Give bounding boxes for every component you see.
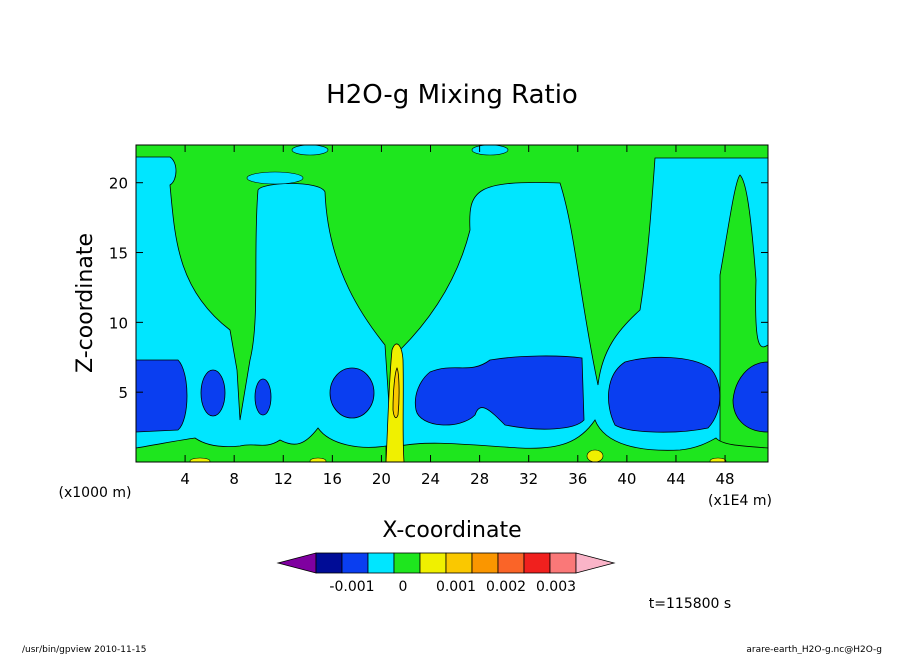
x-axis-ticks: 4 8 12 16 20 24 28 32 36 40 44 48 — [180, 145, 735, 488]
contour-field — [136, 145, 768, 462]
blue-cell-7 — [732, 361, 768, 433]
yellow-blob — [309, 457, 327, 462]
colorbar-tick-label: 0.003 — [536, 579, 576, 595]
colorbar-tick-label: 0 — [399, 579, 408, 595]
y-axis-title: Z-coordinate — [73, 233, 98, 373]
colorbar-segment — [419, 552, 447, 574]
x-tick-label: 12 — [274, 470, 293, 488]
colorbar-segment — [523, 552, 551, 574]
yellow-blob — [586, 449, 604, 462]
colorbar: -0.001 0 0.001 0.002 0.003 — [276, 552, 616, 595]
blue-cell-6 — [608, 356, 721, 433]
cyan-lens — [246, 171, 304, 185]
x-tick-label: 36 — [568, 470, 587, 488]
x-axis-title: X-coordinate — [382, 518, 521, 543]
orange-core — [392, 367, 400, 419]
y-tick-label: 20 — [109, 175, 128, 193]
footer-right: arare-earth_H2O-g.nc@H2O-g — [746, 645, 882, 654]
y-tick-label: 15 — [109, 245, 128, 263]
x-tick-label: 20 — [372, 470, 391, 488]
colorbar-segment — [497, 552, 525, 574]
yellow-blob — [189, 457, 211, 462]
colorbar-segment — [341, 552, 369, 574]
colorbar-extend-high — [575, 552, 616, 574]
low-green-band-right — [399, 419, 768, 462]
colorbar-tick-label: 0.001 — [436, 579, 476, 595]
blue-cell-4 — [329, 367, 375, 419]
x-tick-label: 4 — [180, 470, 190, 488]
x-unit-label: (x1E4 m) — [708, 493, 772, 509]
y-unit-label: (x1000 m) — [59, 485, 132, 501]
colorbar-segment — [393, 552, 421, 574]
x-tick-label: 24 — [421, 470, 440, 488]
colorbar-extend-low — [276, 552, 317, 574]
blue-cell-1 — [136, 359, 188, 433]
x-tick-label: 8 — [229, 470, 239, 488]
low-green-band — [136, 427, 387, 462]
y-tick-label: 5 — [118, 384, 128, 402]
blue-cell-5 — [414, 355, 585, 430]
colorbar-segment — [367, 552, 395, 574]
colorbar-segment — [549, 552, 577, 574]
y-tick-label: 10 — [109, 314, 128, 332]
colorbar-tick-label: -0.001 — [329, 579, 374, 595]
chart-title: H2O-g Mixing Ratio — [326, 80, 578, 110]
blue-cell-2 — [200, 369, 226, 417]
colorbar-segment — [315, 552, 343, 574]
blue-cell-3 — [254, 378, 272, 416]
x-tick-label: 32 — [519, 470, 538, 488]
x-tick-label: 28 — [470, 470, 489, 488]
colorbar-tick-label: 0.002 — [486, 579, 526, 595]
x-tick-label: 40 — [617, 470, 636, 488]
x-tick-label: 44 — [666, 470, 685, 488]
colorbar-segment — [445, 552, 473, 574]
footer-left: /usr/bin/gpview 2010-11-15 — [22, 645, 146, 654]
cyan-lens — [291, 145, 329, 156]
cyan-lens — [471, 145, 509, 156]
x-tick-label: 16 — [323, 470, 342, 488]
time-label: t=115800 s — [649, 596, 731, 612]
yellow-blob — [709, 457, 727, 462]
x-tick-label: 48 — [716, 470, 735, 488]
colorbar-segment — [471, 552, 499, 574]
y-axis-ticks: 5 10 15 20 — [109, 175, 768, 402]
plot-frame — [135, 144, 769, 463]
